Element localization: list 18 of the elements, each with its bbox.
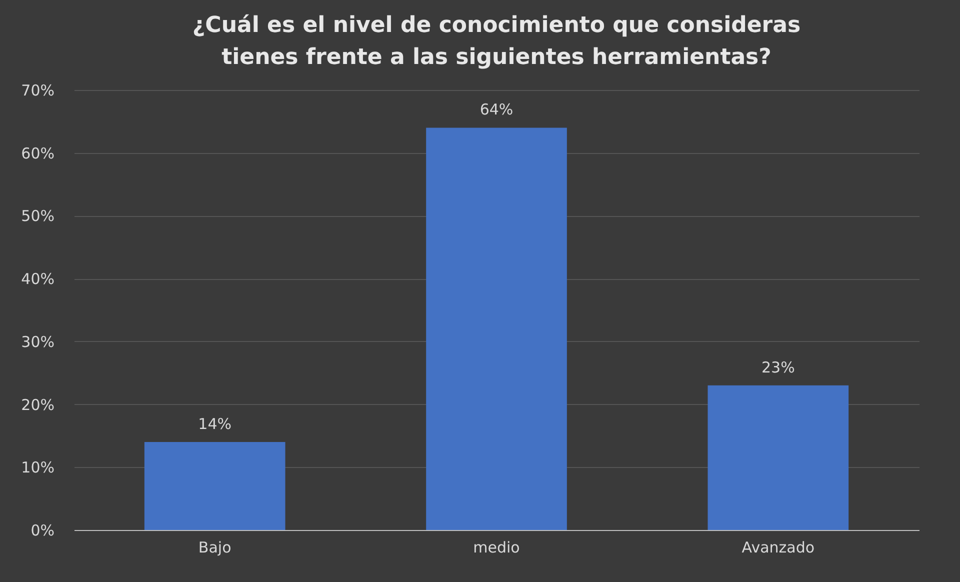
x-tick-label: Avanzado [742,538,815,556]
data-label: 64% [480,100,514,119]
y-tick-label: 40% [21,270,54,288]
y-tick-label: 60% [21,144,54,162]
bar [708,385,849,530]
y-tick-label: 10% [21,458,54,477]
y-tick-label: 20% [21,396,54,414]
chart-title: ¿Cuál es el nivel de conocimiento que consideras tienes frente a las siguientes herramientas? [192,13,801,70]
x-tick-label: medio [473,538,520,556]
bar [426,128,567,530]
bar [144,442,286,530]
y-tick-label: 0% [30,522,54,540]
x-tick-label: Bajo [198,538,232,556]
data-label: 14% [198,415,232,433]
data-label: 23% [761,358,795,376]
y-tick-label: 30% [21,332,54,351]
y-tick-label: 70% [21,82,54,100]
y-tick-label: 50% [21,207,54,226]
